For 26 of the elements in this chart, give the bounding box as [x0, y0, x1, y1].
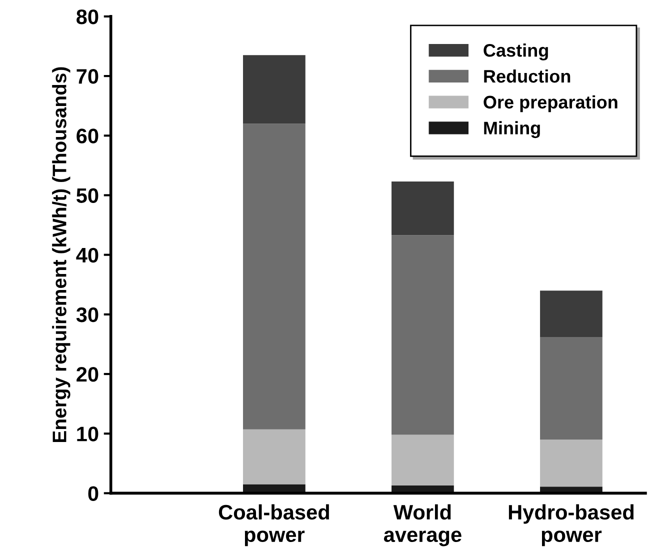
- bar: [243, 55, 306, 124]
- y-tick-label: 50: [76, 188, 98, 203]
- bar: [540, 337, 602, 440]
- y-tick-label: 80: [76, 9, 98, 24]
- y-tick-label: 30: [76, 307, 98, 322]
- y-axis-title: Energy requirement (kWh/t) (Thousands): [52, 67, 70, 442]
- y-tick-label: 20: [76, 367, 98, 382]
- legend-label: Casting: [484, 44, 548, 60]
- bar: [392, 182, 454, 236]
- x-tick-label: World average: [384, 504, 462, 546]
- bar: [392, 235, 454, 435]
- bar: [243, 124, 306, 430]
- legend-label: Ore preparation: [484, 95, 618, 112]
- y-tick-label: 70: [76, 69, 98, 84]
- x-tick-label: Coal-based power: [218, 504, 329, 546]
- y-tick-label: 0: [88, 486, 98, 501]
- y-tick-label: 60: [76, 128, 98, 144]
- legend-label: Reduction: [484, 69, 570, 83]
- x-tick-label: Hydro-based power: [508, 504, 634, 546]
- y-tick-label: 40: [76, 248, 98, 263]
- legend-label: Mining: [484, 121, 540, 138]
- bar: [243, 429, 306, 484]
- y-tick-label: 10: [77, 426, 98, 442]
- bar: [540, 440, 602, 487]
- bar: [540, 290, 602, 338]
- bar: [392, 434, 454, 486]
